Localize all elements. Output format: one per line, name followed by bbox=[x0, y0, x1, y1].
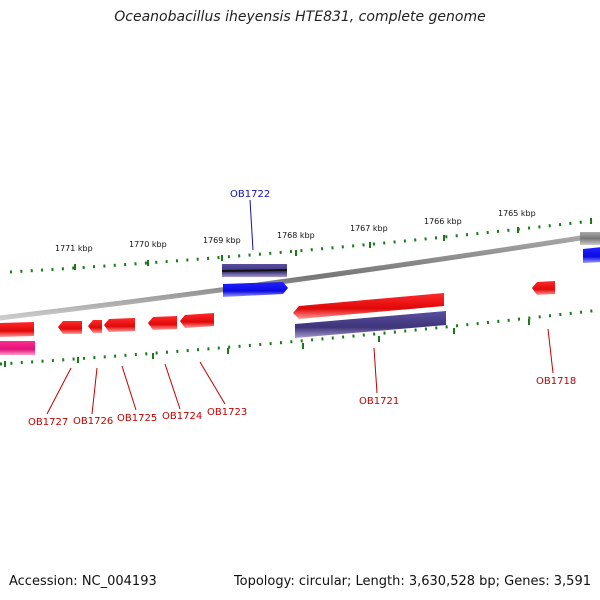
feature-purple-ob1721[interactable] bbox=[295, 311, 446, 338]
gene-label-ob1721[interactable]: OB1721 bbox=[359, 396, 399, 407]
gene-ob1718[interactable] bbox=[532, 281, 555, 295]
gene-label-ob1725[interactable]: OB1725 bbox=[117, 413, 157, 424]
gene-label-ob1726[interactable]: OB1726 bbox=[73, 416, 113, 427]
kbp-label: 1766 kbp bbox=[424, 217, 462, 226]
gene-label-ob1718[interactable]: OB1718 bbox=[536, 376, 576, 387]
kbp-label: 1767 kbp bbox=[350, 224, 388, 233]
feature-pink[interactable] bbox=[0, 341, 35, 355]
gene-ob1721[interactable] bbox=[293, 293, 444, 319]
gene-ob1726[interactable] bbox=[88, 320, 102, 333]
feature-gray-right[interactable] bbox=[580, 232, 600, 245]
gene-ob1727[interactable] bbox=[58, 321, 82, 334]
gene-label-ob1723[interactable]: OB1723 bbox=[207, 407, 247, 418]
accession-text: Accession: NC_004193 bbox=[9, 574, 157, 589]
gene-label-ob1722[interactable]: OB1722 bbox=[230, 189, 270, 200]
gene-ob1725[interactable] bbox=[104, 318, 135, 332]
upper-tick-ring bbox=[9, 218, 600, 274]
forward-features bbox=[221, 232, 600, 297]
kbp-label: 1769 kbp bbox=[203, 236, 241, 245]
kbp-label: 1770 kbp bbox=[129, 240, 167, 249]
gene-arrow-blue[interactable] bbox=[223, 282, 288, 297]
gene-label-ob1727[interactable]: OB1727 bbox=[28, 417, 68, 428]
gene-ob1724[interactable] bbox=[148, 316, 177, 330]
gene-arrow-blue-right[interactable] bbox=[583, 247, 600, 263]
gene-ob1723[interactable] bbox=[180, 313, 214, 328]
gene-arrow-red-left-edge[interactable] bbox=[0, 322, 34, 337]
lower-tick-ring bbox=[0, 308, 600, 367]
label-leaders bbox=[46, 199, 554, 415]
reverse-features bbox=[0, 281, 555, 355]
topology-text: Topology: circular; Length: 3,630,528 bp… bbox=[233, 574, 591, 589]
kbp-label: 1768 kbp bbox=[277, 231, 315, 240]
genome-backbone bbox=[0, 232, 600, 321]
map-title: Oceanobacillus iheyensis HTE831, complet… bbox=[114, 9, 486, 25]
gene-label-ob1724[interactable]: OB1724 bbox=[162, 411, 202, 422]
kbp-label: 1765 kbp bbox=[498, 209, 536, 218]
kbp-label: 1771 kbp bbox=[55, 244, 93, 253]
